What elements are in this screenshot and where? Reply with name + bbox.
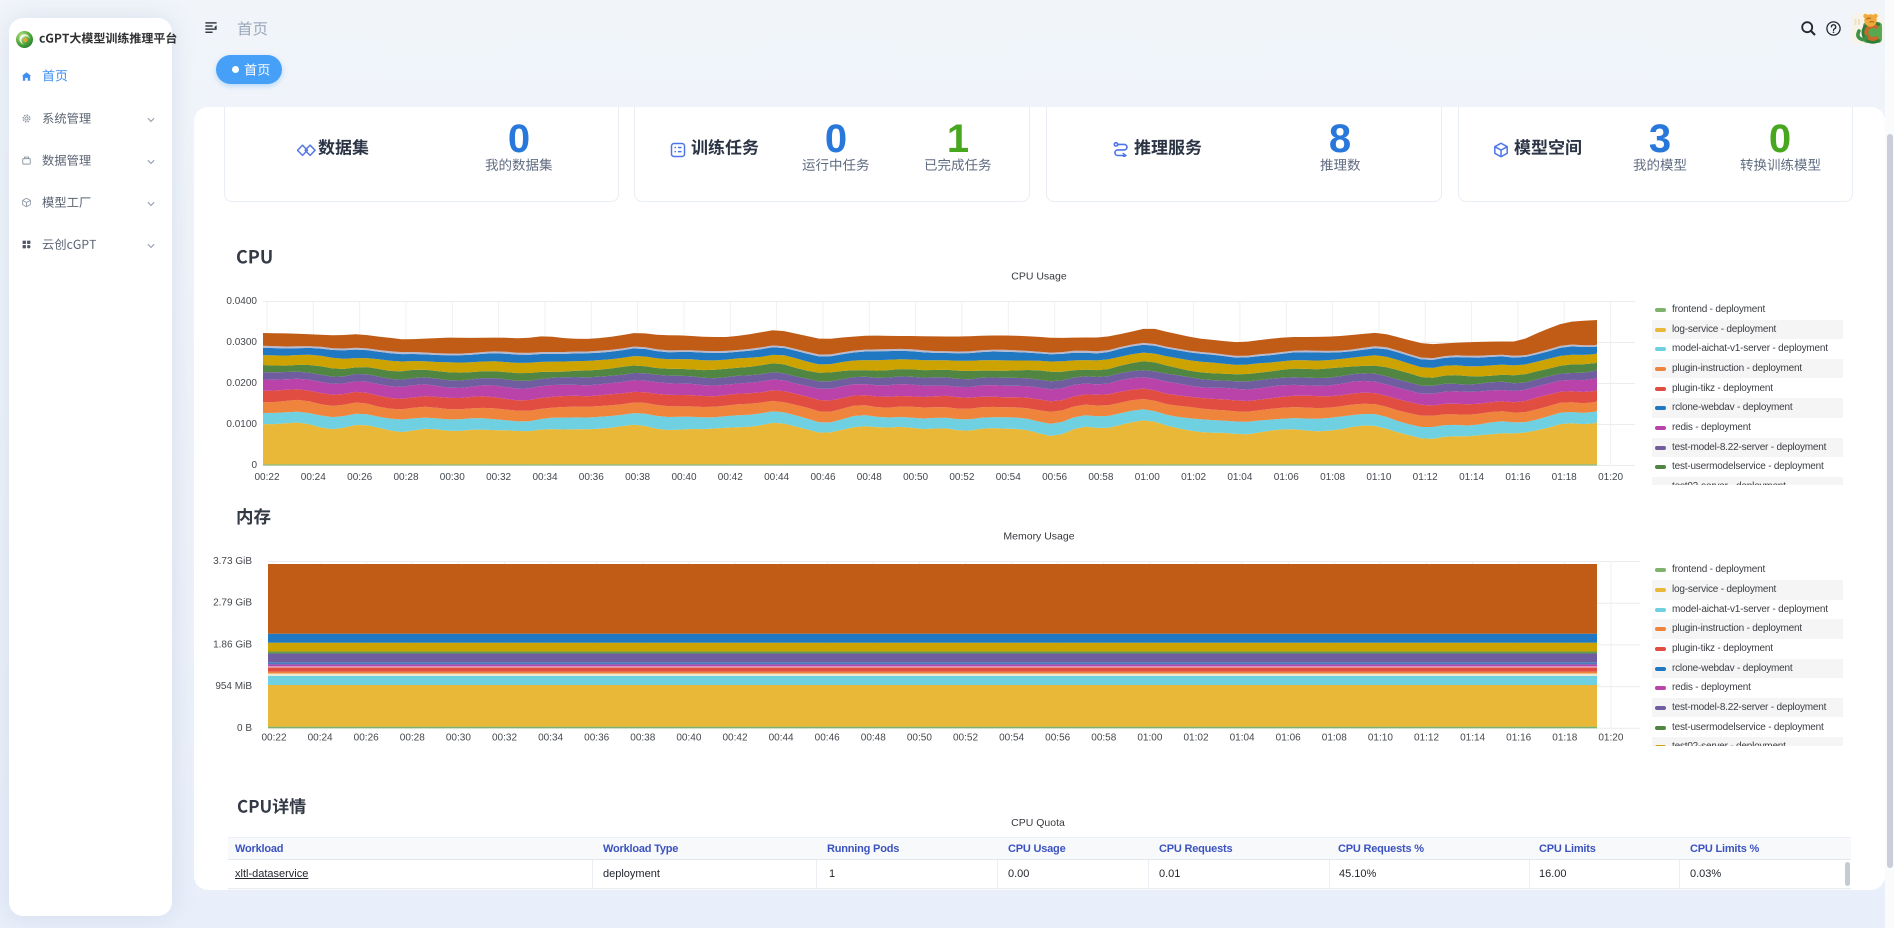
svg-text:01:02: 01:02 [1183,733,1208,744]
svg-text:00:42: 00:42 [718,472,743,483]
svg-text:00:54: 00:54 [996,472,1021,483]
svg-text:00:34: 00:34 [538,733,563,744]
svg-text:00:34: 00:34 [532,472,557,483]
svg-text:00:44: 00:44 [769,733,794,744]
svg-text:01:14: 01:14 [1460,733,1485,744]
svg-text:01:10: 01:10 [1368,733,1393,744]
svg-text:01:18: 01:18 [1552,733,1577,744]
svg-text:01:00: 01:00 [1135,472,1160,483]
svg-text:01:04: 01:04 [1230,733,1255,744]
svg-text:01:18: 01:18 [1552,472,1577,483]
svg-text:00:44: 00:44 [764,472,789,483]
svg-text:00:50: 00:50 [907,733,932,744]
svg-text:01:16: 01:16 [1505,472,1530,483]
svg-text:3.73 GiB: 3.73 GiB [213,556,252,567]
svg-text:00:28: 00:28 [400,733,425,744]
svg-text:00:38: 00:38 [625,472,650,483]
svg-text:01:02: 01:02 [1181,472,1206,483]
svg-text:01:16: 01:16 [1506,733,1531,744]
svg-text:1.86 GiB: 1.86 GiB [213,639,252,650]
svg-text:0.0400: 0.0400 [226,296,257,307]
svg-text:01:20: 01:20 [1598,733,1623,744]
svg-text:CPU Usage: CPU Usage [1011,271,1067,283]
svg-text:0.0200: 0.0200 [226,378,257,389]
svg-text:01:06: 01:06 [1274,472,1299,483]
svg-text:00:56: 00:56 [1042,472,1067,483]
svg-text:0: 0 [251,460,257,471]
svg-text:0 B: 0 B [237,723,252,734]
svg-text:00:26: 00:26 [347,472,372,483]
svg-text:00:40: 00:40 [676,733,701,744]
svg-text:01:08: 01:08 [1320,472,1345,483]
svg-text:00:50: 00:50 [903,472,928,483]
svg-text:00:32: 00:32 [492,733,517,744]
svg-text:00:46: 00:46 [815,733,840,744]
svg-text:01:10: 01:10 [1366,472,1391,483]
svg-text:954 MiB: 954 MiB [215,681,252,692]
svg-text:00:54: 00:54 [999,733,1024,744]
svg-text:00:28: 00:28 [393,472,418,483]
svg-text:00:46: 00:46 [810,472,835,483]
svg-text:00:26: 00:26 [354,733,379,744]
svg-text:00:40: 00:40 [671,472,696,483]
svg-text:00:36: 00:36 [579,472,604,483]
svg-text:00:48: 00:48 [857,472,882,483]
svg-text:01:04: 01:04 [1227,472,1252,483]
svg-text:00:24: 00:24 [308,733,333,744]
svg-text:00:24: 00:24 [301,472,326,483]
svg-text:01:12: 01:12 [1414,733,1439,744]
svg-text:00:30: 00:30 [446,733,471,744]
svg-text:01:00: 01:00 [1137,733,1162,744]
svg-text:00:32: 00:32 [486,472,511,483]
svg-text:0.0300: 0.0300 [226,337,257,348]
svg-text:00:58: 00:58 [1091,733,1116,744]
svg-text:00:56: 00:56 [1045,733,1070,744]
svg-text:Memory Usage: Memory Usage [1003,531,1074,543]
svg-text:00:30: 00:30 [440,472,465,483]
svg-text:0.0100: 0.0100 [226,419,257,430]
svg-text:00:58: 00:58 [1088,472,1113,483]
svg-text:01:06: 01:06 [1276,733,1301,744]
svg-text:2.79 GiB: 2.79 GiB [213,598,252,609]
svg-text:01:12: 01:12 [1413,472,1438,483]
svg-text:00:38: 00:38 [630,733,655,744]
svg-text:00:22: 00:22 [254,472,279,483]
svg-text:01:08: 01:08 [1322,733,1347,744]
svg-text:00:22: 00:22 [261,733,286,744]
svg-text:00:42: 00:42 [722,733,747,744]
svg-text:00:52: 00:52 [949,472,974,483]
svg-text:01:20: 01:20 [1598,472,1623,483]
svg-text:00:52: 00:52 [953,733,978,744]
svg-text:01:14: 01:14 [1459,472,1484,483]
svg-text:CPU Quota: CPU Quota [1011,817,1065,829]
svg-text:00:36: 00:36 [584,733,609,744]
svg-text:00:48: 00:48 [861,733,886,744]
